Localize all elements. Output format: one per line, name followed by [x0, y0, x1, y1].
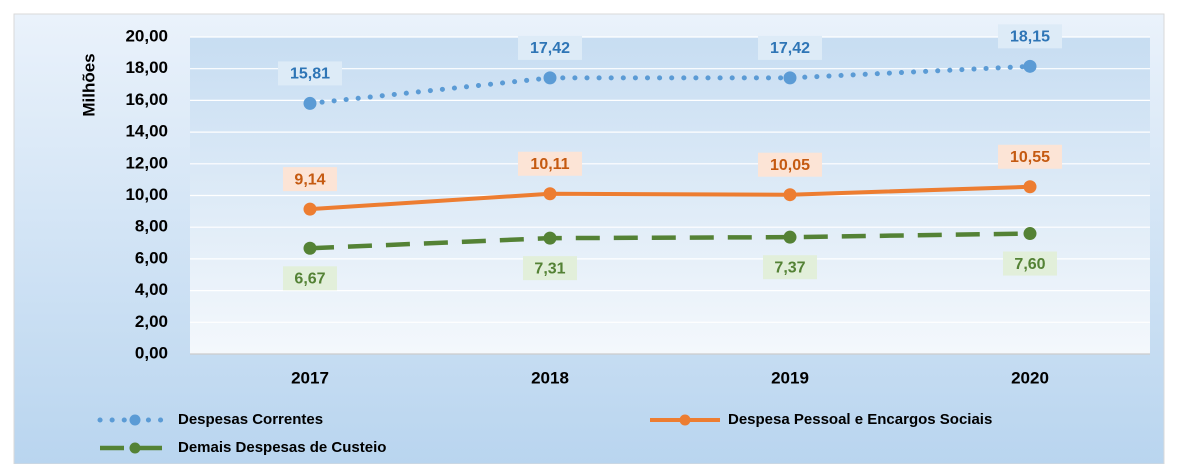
x-tick-label: 2020 — [1011, 368, 1049, 387]
data-point — [1023, 59, 1037, 73]
legend-label: Demais Despesas de Custeio — [178, 439, 386, 456]
data-label: 17,42 — [530, 40, 570, 57]
y-tick-label: 18,00 — [125, 58, 168, 77]
y-tick-label: 10,00 — [125, 185, 168, 204]
data-point — [303, 96, 317, 110]
x-tick-label: 2019 — [771, 368, 809, 387]
y-tick-label: 2,00 — [135, 312, 168, 331]
data-label-box — [998, 144, 1062, 169]
series-line — [309, 184, 1031, 212]
data-point — [543, 187, 557, 201]
data-label-box — [523, 256, 577, 281]
data-label: 7,37 — [774, 259, 805, 276]
data-point — [303, 241, 317, 255]
data-label: 17,42 — [770, 40, 810, 57]
data-label-box — [758, 35, 822, 60]
legend-marker — [129, 414, 141, 426]
data-label-box — [283, 167, 337, 192]
x-tick-label: 2018 — [531, 368, 569, 387]
y-tick-label: 0,00 — [135, 343, 168, 362]
y-tick-label: 14,00 — [125, 122, 168, 141]
legend-marker — [129, 442, 141, 454]
data-label-box — [518, 151, 582, 176]
y-tick-label: 8,00 — [135, 217, 168, 236]
data-label: 15,81 — [290, 66, 330, 83]
data-label-box — [278, 61, 342, 86]
legend-marker — [679, 414, 691, 426]
data-label-box — [283, 266, 337, 291]
y-tick-label: 16,00 — [125, 90, 168, 109]
y-tick-label: 20,00 — [125, 26, 168, 45]
legend-label: Despesa Pessoal e Encargos Sociais — [728, 411, 992, 428]
series-line — [307, 63, 1033, 106]
data-point — [1023, 180, 1037, 194]
data-point — [543, 71, 557, 85]
data-label: 10,05 — [770, 157, 810, 174]
x-tick-label: 2017 — [291, 368, 329, 387]
data-label: 7,31 — [534, 260, 565, 277]
data-label-box — [1003, 251, 1057, 276]
series-line — [309, 231, 1031, 251]
data-label: 10,55 — [1010, 149, 1050, 166]
y-tick-label: 4,00 — [135, 280, 168, 299]
data-point — [303, 202, 317, 216]
data-label: 7,60 — [1014, 256, 1045, 273]
data-label: 10,11 — [530, 156, 569, 173]
data-point — [783, 230, 797, 244]
data-label-box — [998, 24, 1062, 49]
data-label-box — [518, 35, 582, 60]
y-tick-label: 6,00 — [135, 248, 168, 267]
data-point — [783, 71, 797, 85]
data-label: 18,15 — [1010, 29, 1050, 46]
data-point — [1023, 227, 1037, 241]
legend-label: Despesas Correntes — [178, 411, 323, 428]
data-label: 9,14 — [294, 171, 325, 188]
data-label-box — [758, 152, 822, 177]
data-label-box — [763, 255, 817, 280]
data-point — [783, 188, 797, 202]
data-label: 6,67 — [294, 270, 325, 287]
y-axis-label: Milhões — [79, 53, 98, 116]
y-tick-label: 12,00 — [125, 153, 168, 172]
data-point — [543, 231, 557, 245]
